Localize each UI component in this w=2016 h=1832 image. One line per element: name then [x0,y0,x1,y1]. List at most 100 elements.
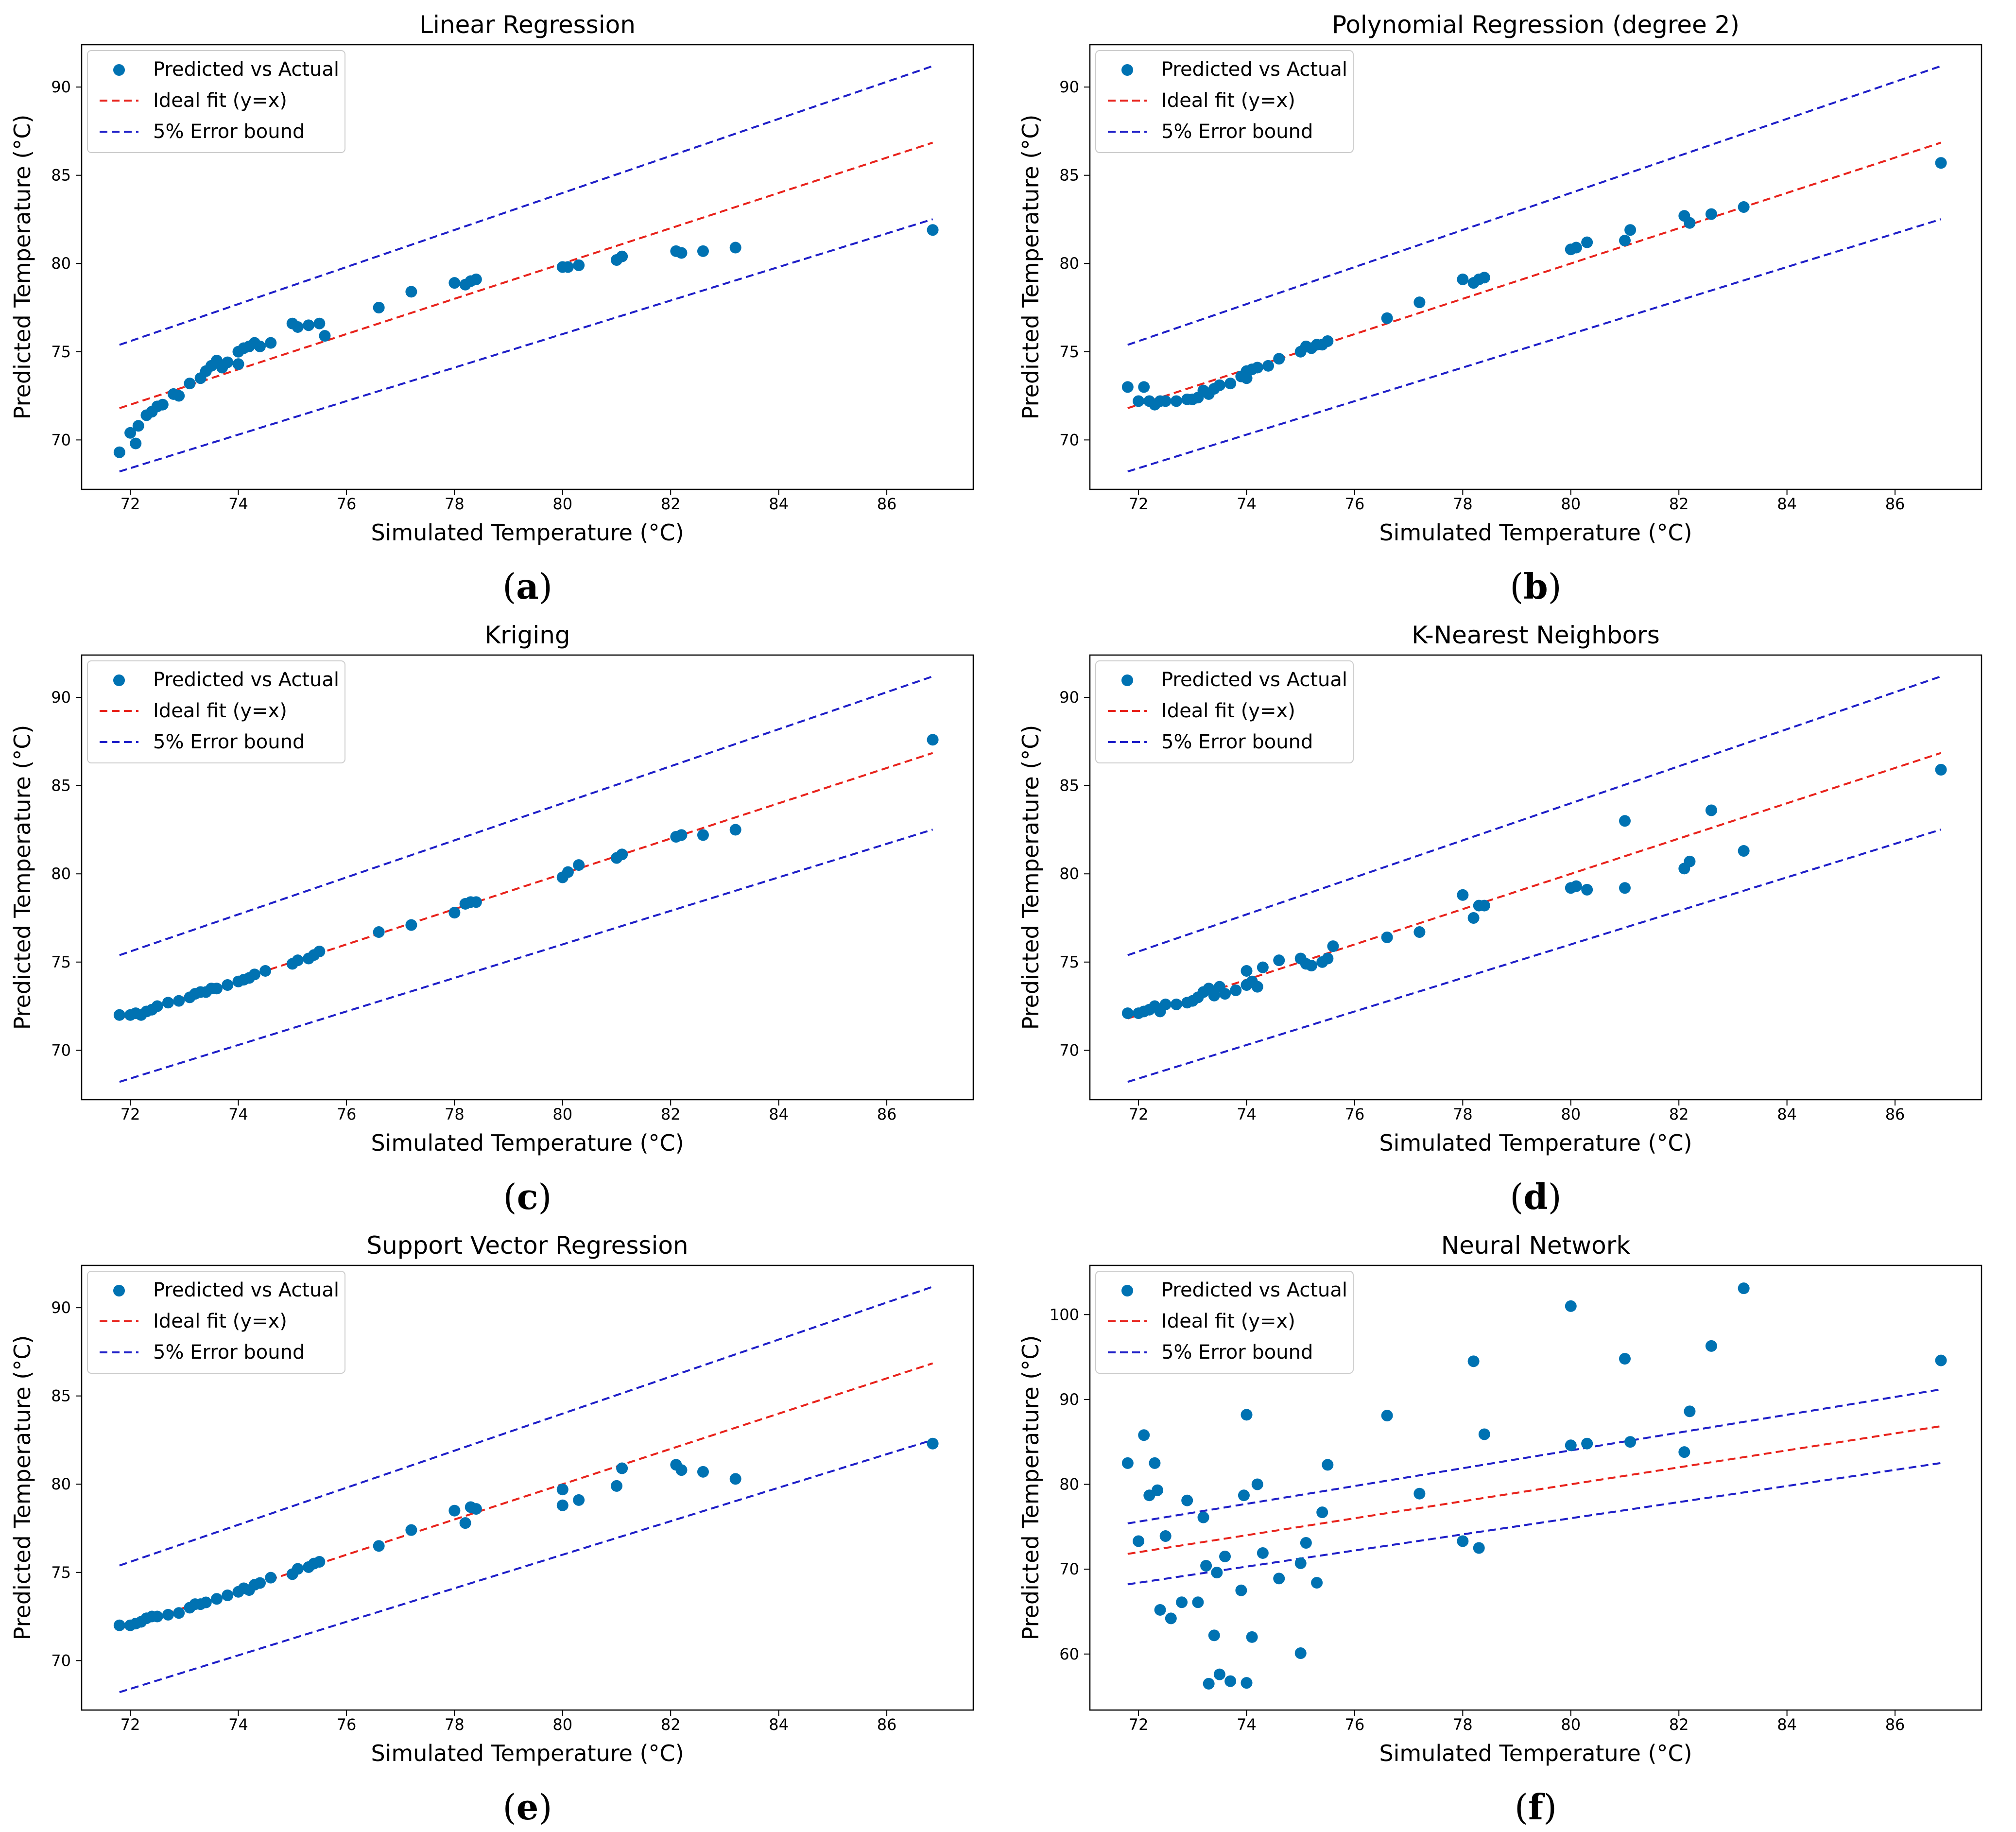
data-point [1211,1567,1223,1579]
legend-entry: Ideal fit (y=x) [153,700,287,722]
x-tick-label: 72 [1129,495,1149,513]
data-point [1213,1668,1225,1680]
data-point [1478,1428,1490,1440]
legend-box [1095,660,1354,763]
legend-entry: Predicted vs Actual [153,669,339,691]
legend-marker-points [113,64,125,76]
data-point [1684,855,1696,867]
data-point [124,427,137,439]
data-point [611,1480,622,1492]
data-point [1273,954,1285,967]
data-point [1570,242,1582,254]
y-tick-label: 85 [1059,166,1079,185]
y-tick-label: 90 [1059,1390,1079,1409]
data-point [470,273,482,285]
data-point [1705,1340,1717,1352]
lower-error-bound-line [119,829,933,1083]
upper-error-bound-line [1127,675,1942,956]
panel-caption: (d) [1510,1176,1562,1217]
x-tick-label: 78 [1453,495,1473,513]
legend-box [87,1271,345,1374]
y-axis-label: Predicted Temperature (°C) [9,1335,35,1641]
y-axis-label: Predicted Temperature (°C) [1017,115,1044,420]
data-point [927,1437,939,1450]
data-point [1322,1459,1334,1471]
chart-svg: Kriging 72 74 76 78 80 82 84 86 70 75 80 85 90 Simulat… [9,621,974,1217]
data-point [1192,1596,1204,1608]
data-point [1273,1573,1285,1585]
data-point [927,224,939,236]
data-point [1457,1535,1469,1547]
y-axis-label: Predicted Temperature (°C) [9,115,35,420]
ideal-fit-line [1127,752,1942,1020]
data-point [173,1607,185,1619]
legend-marker-points [1121,674,1133,686]
data-point [1230,984,1242,996]
data-point [373,926,385,938]
data-point [373,302,385,314]
data-point [1467,1355,1480,1367]
data-point [1176,1596,1188,1608]
data-point [313,317,326,329]
data-point [1316,1506,1328,1519]
data-point [130,437,142,449]
data-point [1203,1677,1215,1690]
panel-f: Neural Network 72 74 76 78 80 82 84 86 60 70 80 90 10… [1008,1221,2016,1831]
y-tick-label: 90 [1059,688,1079,707]
y-tick-label: 90 [51,78,71,96]
x-axis-label: Simulated Temperature (°C) [371,1130,684,1156]
data-point [1208,989,1220,1002]
y-tick-label: 80 [1059,254,1079,273]
y-tick-label: 70 [1059,431,1079,449]
data-point [1413,296,1426,309]
data-point [232,358,244,370]
legend-marker-points [1121,64,1133,76]
data-point [1581,883,1593,896]
data-point [313,1556,326,1568]
data-point [1619,882,1631,894]
ideal-fit-line [1127,1425,1941,1555]
plot-content [113,675,939,1083]
data-point [405,286,417,298]
x-tick-label: 76 [337,1105,357,1123]
data-point [254,1577,266,1589]
data-point [1152,1484,1164,1496]
legend-entry: Ideal fit (y=x) [153,1310,287,1332]
legend-entry: Ideal fit (y=x) [1161,700,1295,722]
x-tick-label: 80 [1561,1105,1581,1123]
plot-content [1121,65,1947,473]
panel-caption: (e) [503,1786,552,1828]
x-tick-label: 76 [1345,1715,1365,1734]
data-point [1159,1530,1172,1542]
data-point [562,866,574,878]
data-point [303,319,315,331]
data-point [1478,899,1490,912]
data-point [1257,1547,1269,1559]
data-point [1327,940,1339,952]
data-point [1262,360,1274,372]
data-point [162,997,174,1009]
y-tick-label: 70 [51,431,71,449]
panel-b: Polynomial Regression (degree 2) 72 74 76 78… [1008,0,2016,610]
x-tick-label: 86 [877,1715,897,1734]
panel-caption: (f) [1515,1786,1557,1828]
data-point [1208,1629,1220,1642]
data-point [1181,1494,1193,1506]
data-point [1305,960,1317,972]
chart-svg: Polynomial Regression (degree 2) 72 74 76 78… [1017,11,1982,607]
data-point [448,907,461,919]
legend-box [1095,50,1354,153]
x-tick-label: 84 [769,1715,789,1734]
data-point [173,995,185,1007]
data-point [1619,815,1631,827]
data-point [259,965,272,977]
data-point [1478,272,1490,284]
x-tick-label: 82 [1669,1715,1689,1734]
legend-entry: 5% Error bound [153,121,305,143]
x-tick-label: 78 [445,1715,465,1734]
x-tick-label: 74 [1237,495,1257,513]
data-point [1165,1612,1177,1625]
chart-svg: K-Nearest Neighbors 72 74 76 78 80 82 84 86 70 75 8… [1017,621,1982,1217]
x-axis-label: Simulated Temperature (°C) [371,1740,684,1766]
